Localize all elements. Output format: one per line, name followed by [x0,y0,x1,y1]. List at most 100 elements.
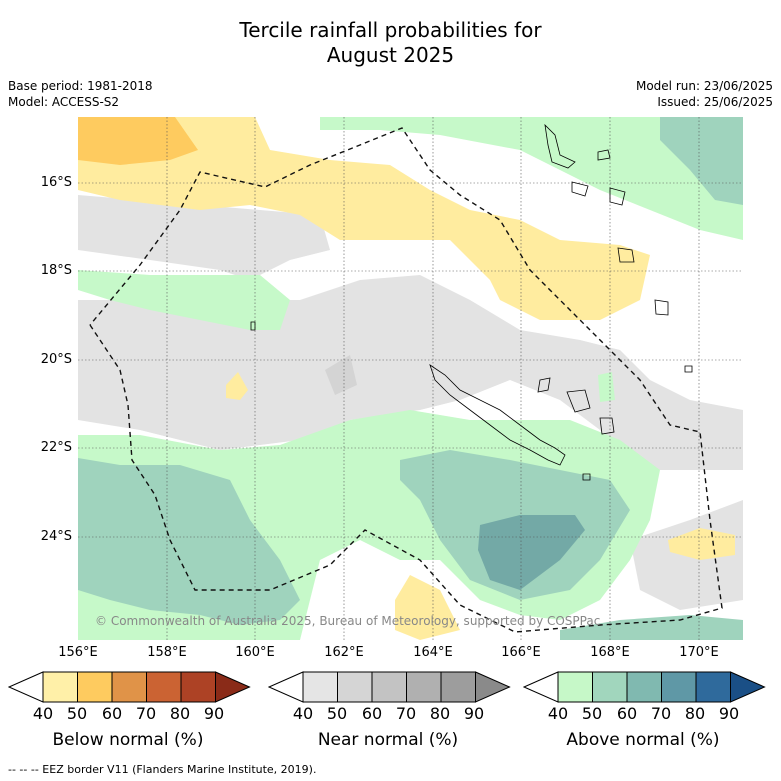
eez-legend-note: -- -- -- EEZ border V11 (Flanders Marine… [8,763,317,776]
island-small-2 [250,321,256,331]
tick-70: 70 [395,704,417,723]
colorbar-swatch [406,671,442,703]
tick-90: 90 [203,704,225,723]
colorbar-swatch [661,671,697,703]
island-vanuatu-5 [617,247,635,263]
colorbar-swatch [592,671,628,703]
colorbar-max-arrow [730,671,766,703]
lat-label-16s: 16°S [40,175,72,190]
base-period: Base period: 1981-2018 [8,79,153,93]
colorbar-swatch [371,671,407,703]
meta-right: Model run: 23/06/2025 Issued: 25/06/2025 [636,78,773,110]
model-name: Model: ACCESS-S2 [8,95,120,109]
colorbar-below-normal [8,671,251,703]
above-normal-region-southeast [560,615,743,640]
tick-70: 70 [650,704,672,723]
colorbar-swatch [302,671,338,703]
lon-label-164e: 164°E [413,645,453,660]
tick-50: 50 [66,704,88,723]
colorbar-min-arrow [8,671,44,703]
lon-label-158e: 158°E [147,645,187,660]
lon-label-170e: 170°E [679,645,719,660]
tick-80: 80 [684,704,706,723]
lat-label-20s: 20°S [40,352,72,367]
island-loyalty-2 [566,389,591,413]
tick-70: 70 [135,704,157,723]
meta-left: Base period: 1981-2018 Model: ACCESS-S2 [8,78,153,110]
issued-date: Issued: 25/06/2025 [657,95,773,109]
colorbar-title-below: Below normal (%) [52,730,204,750]
island-vanuatu-4 [609,187,626,206]
colorbar-swatch [180,671,216,703]
graticule [78,117,743,640]
colorbar-swatch [626,671,662,703]
below-normal-small [226,372,248,400]
colorbar-swatch [440,671,476,703]
colorbar-swatch [146,671,182,703]
lat-label-22s: 22°S [40,440,72,455]
colorbar-swatch [695,671,731,703]
colorbar-swatch [337,671,373,703]
below-normal-region-50 [78,117,198,165]
colorbar-above-normal [523,671,766,703]
map-title: Tercile rainfall probabilities for Augus… [0,18,781,68]
near-normal-region [78,195,743,470]
lon-label-168e: 168°E [590,645,630,660]
colorbar-swatch [111,671,147,703]
lat-label-18s: 18°S [40,263,72,278]
eez-border [89,127,723,633]
tick-80: 80 [429,704,451,723]
lon-label-162e: 162°E [324,645,364,660]
coastlines [250,123,693,481]
below-normal-region-north [78,117,650,320]
lat-label-24s: 24°S [40,529,72,544]
tick-60: 60 [361,704,383,723]
island-loyalty-1 [537,377,551,393]
copyright-credit: © Commonwealth of Australia 2025, Bureau… [95,614,601,628]
island-vanuatu-6 [654,299,669,316]
colorbar-swatch [77,671,113,703]
new-caledonia [429,364,566,466]
above-normal-region-west [78,270,290,330]
tick-60: 60 [616,704,638,723]
island-vanuatu-1 [544,123,576,169]
tick-80: 80 [169,704,191,723]
above-normal-region-50 [78,450,630,625]
colorbar-swatch [557,671,593,703]
title-line-2: August 2025 [326,43,455,67]
colorbar-near-normal [268,671,511,703]
colorbar-max-arrow [475,671,511,703]
island-vanuatu-3 [571,181,589,197]
lon-label-160e: 160°E [235,645,275,660]
colorbar-swatch [42,671,78,703]
island-small-1 [684,365,693,373]
colorbar-title-above: Above normal (%) [566,730,720,750]
colorbar-title-near: Near normal (%) [317,730,459,750]
colorbar-min-arrow [268,671,304,703]
lon-label-166e: 166°E [501,645,541,660]
island-vanuatu-2 [597,149,611,161]
tick-40: 40 [292,704,314,723]
island-loyalty-3 [599,417,615,435]
colorbar-max-arrow [215,671,251,703]
tick-40: 40 [32,704,54,723]
lon-label-156e: 156°E [58,645,98,660]
below-normal-east [668,528,735,560]
probability-field [78,117,743,640]
above-normal-region-60 [478,515,585,590]
model-run: Model run: 23/06/2025 [635,79,773,93]
tick-90: 90 [718,704,740,723]
tick-50: 50 [326,704,348,723]
island-small-3 [582,473,591,481]
tick-50: 50 [581,704,603,723]
near-normal-stronger [325,355,357,395]
title-line-1: Tercile rainfall probabilities for [239,18,542,42]
below-normal-south [395,575,460,640]
tick-40: 40 [547,704,569,723]
colorbar-min-arrow [523,671,559,703]
tick-60: 60 [101,704,123,723]
tick-90: 90 [463,704,485,723]
above-normal-small-east [598,372,615,402]
above-normal-region-north [320,117,743,240]
